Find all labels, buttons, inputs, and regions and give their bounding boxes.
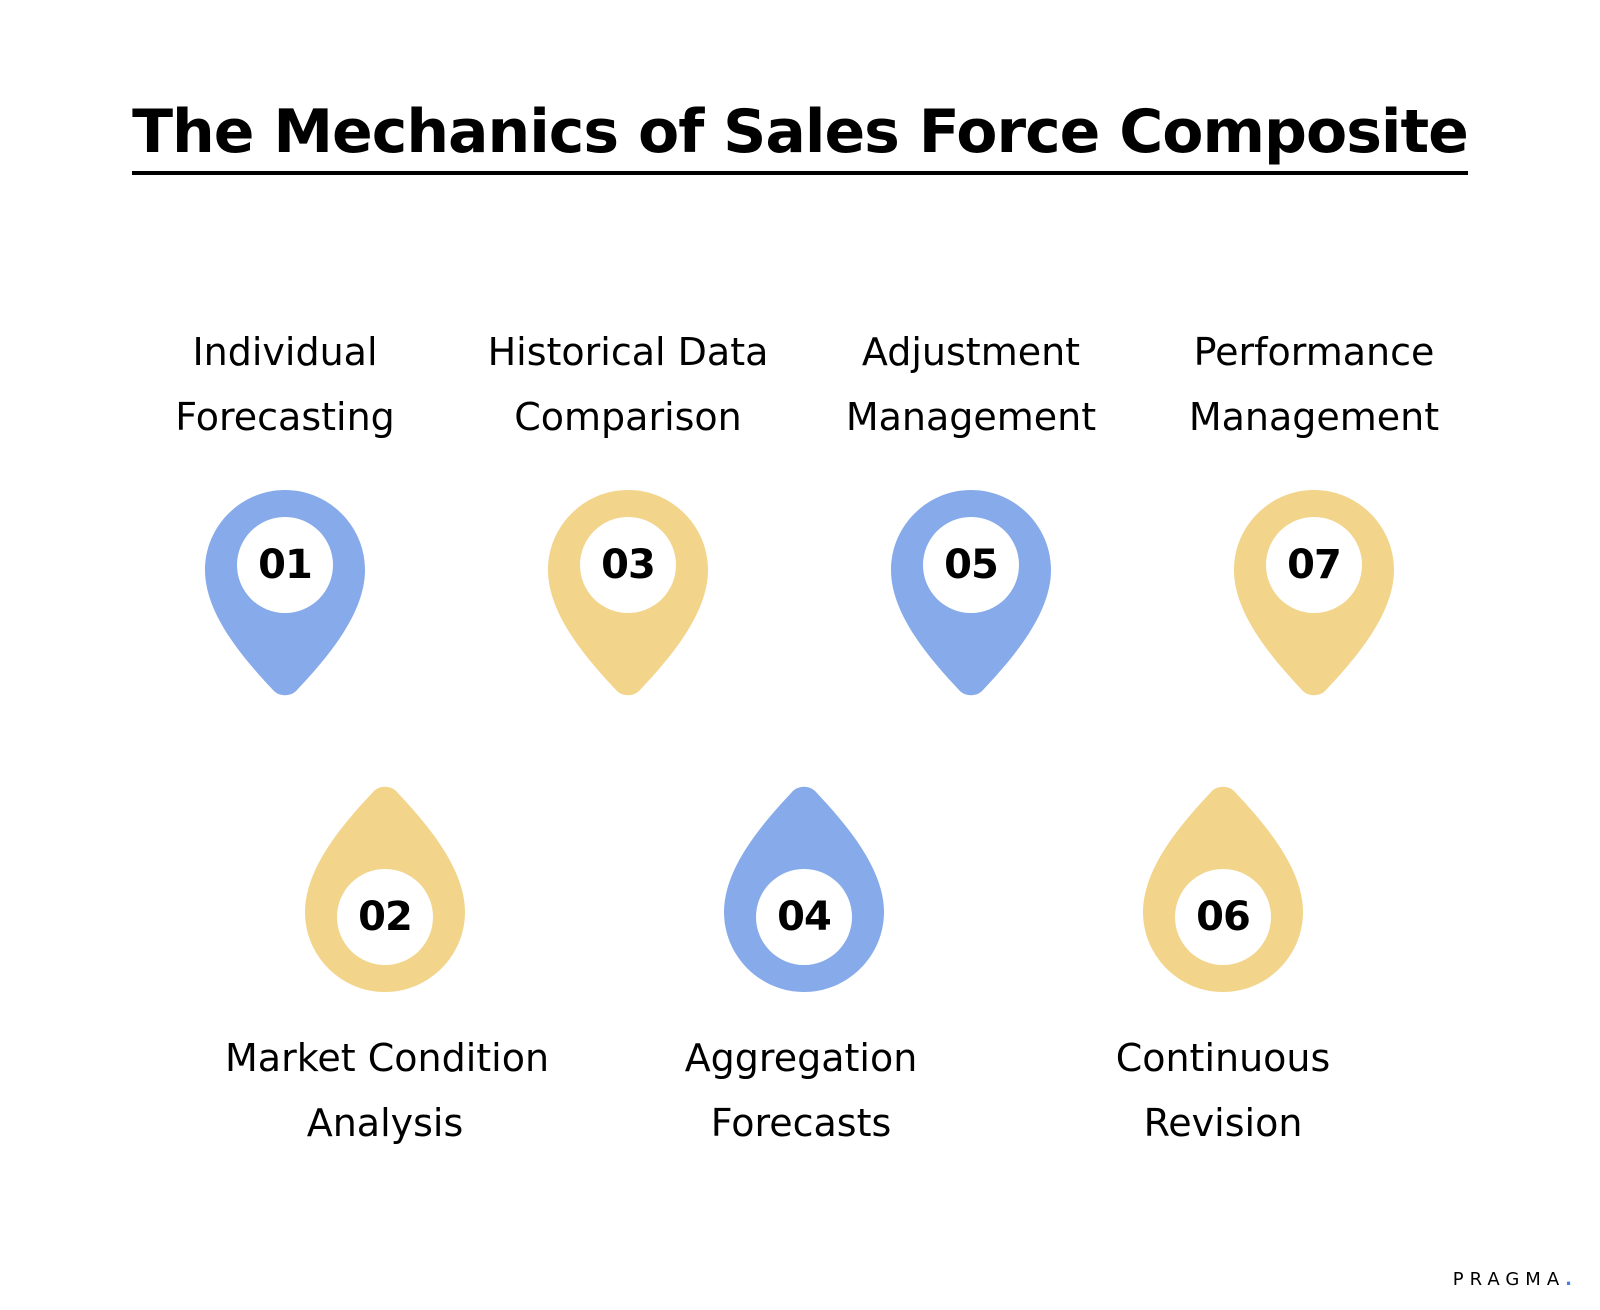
step-01-pin-shape (205, 490, 365, 696)
step-01-number: 01 (258, 542, 313, 588)
step-06-number: 06 (1196, 894, 1251, 940)
step-05-label-line2: Management (845, 395, 1097, 439)
step-05-pin-shape (891, 490, 1051, 696)
step-07-label-line2: Management (1188, 395, 1440, 439)
step-01-label-line2: Forecasting (175, 395, 395, 439)
step-06-pin: 06 (1143, 786, 1303, 992)
step-02-pin-shape (305, 786, 465, 992)
step-02-number: 02 (358, 894, 413, 940)
step-03-label: Historical Data Comparison (468, 320, 788, 450)
step-03-label-line2: Comparison (514, 395, 742, 439)
step-04-pin-circle (756, 869, 852, 965)
step-06-pin-circle (1175, 869, 1271, 965)
step-06-label-line2: Revision (1143, 1101, 1303, 1145)
brand-logo-dot: . (1565, 1269, 1572, 1290)
step-05-label-line1: Adjustment (861, 330, 1081, 374)
step-07-number: 07 (1287, 542, 1342, 588)
step-05-number: 05 (944, 542, 999, 588)
brand-logo: PRAGMA. (1453, 1269, 1572, 1290)
step-03-label-line1: Historical Data (487, 330, 769, 374)
step-02-pin-circle (337, 869, 433, 965)
step-02-pin: 02 (305, 786, 465, 992)
step-01-label: Individual Forecasting (125, 320, 445, 450)
step-04-label-line1: Aggregation (684, 1036, 918, 1080)
step-07-label: Performance Management (1154, 320, 1474, 450)
step-07-label-line1: Performance (1193, 330, 1435, 374)
step-04-number: 04 (777, 894, 832, 940)
step-04-label: Aggregation Forecasts (641, 1026, 961, 1156)
step-03-number: 03 (601, 542, 656, 588)
step-03-pin-circle (580, 517, 676, 613)
step-06-label-line1: Continuous (1115, 1036, 1331, 1080)
step-04-pin-shape (724, 786, 884, 992)
step-02-label-line2: Analysis (306, 1101, 464, 1145)
step-02-label: Market Condition Analysis (225, 1026, 550, 1156)
step-06-pin-shape (1143, 786, 1303, 992)
brand-logo-text: PRAGMA (1452, 1269, 1566, 1290)
step-01-pin-circle (237, 517, 333, 613)
step-02-label-line1: Market Condition (225, 1036, 550, 1080)
step-01-pin: 01 (205, 490, 365, 696)
step-07-pin-shape (1234, 490, 1394, 696)
step-05-label: Adjustment Management (811, 320, 1131, 450)
page-title: The Mechanics of Sales Force Composite (0, 92, 1600, 175)
page-title-text: The Mechanics of Sales Force Composite (132, 93, 1469, 175)
step-05-pin-circle (923, 517, 1019, 613)
step-05-pin: 05 (891, 490, 1051, 696)
step-07-pin: 07 (1234, 490, 1394, 696)
step-07-pin-circle (1266, 517, 1362, 613)
step-04-pin: 04 (724, 786, 884, 992)
step-06-label: Continuous Revision (1063, 1026, 1383, 1156)
step-01-label-line1: Individual (192, 330, 378, 374)
step-04-label-line2: Forecasts (710, 1101, 892, 1145)
step-03-pin: 03 (548, 490, 708, 696)
step-03-pin-shape (548, 490, 708, 696)
